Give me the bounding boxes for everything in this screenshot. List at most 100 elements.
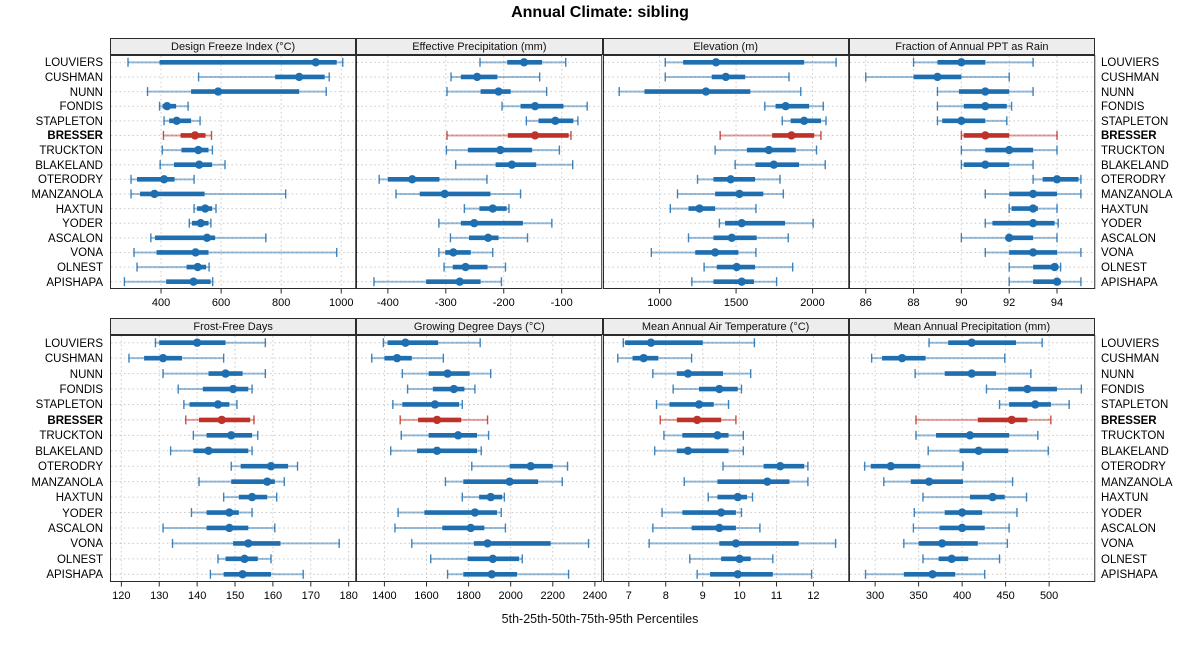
station-label: TRUCKTON — [39, 430, 103, 443]
station-label: VONA — [1101, 538, 1134, 551]
station-label: FONDIS — [1101, 101, 1145, 114]
panel-growing-degree-days: Growing Degree Days (°C) 1400 1600 1800 200… — [356, 318, 607, 608]
station-label: MANZANOLA — [1101, 476, 1173, 489]
svg-text:120: 120 — [112, 590, 130, 602]
strip-label: Fraction of Annual PPT as Rain — [848, 38, 1095, 55]
panel-effective-precipitation: Effective Precipitation (mm) -400 -300 -20… — [356, 38, 603, 315]
station-label: YODER — [1101, 507, 1142, 520]
svg-text:1500: 1500 — [723, 297, 747, 309]
station-label: HAXTUN — [1101, 203, 1149, 216]
station-label: BLAKELAND — [35, 445, 103, 458]
station-label: OLNEST — [1101, 553, 1148, 566]
svg-text:90: 90 — [955, 297, 967, 309]
svg-text:140: 140 — [188, 590, 206, 602]
station-label: STAPLETON — [35, 399, 103, 412]
strip-label: Growing Degree Days (°C) — [356, 318, 603, 335]
station-label: ASCALON — [1101, 522, 1156, 535]
station-label: LOUVIERS — [44, 337, 103, 350]
station-label: OLNEST — [56, 553, 103, 566]
station-label: STAPLETON — [1101, 115, 1169, 128]
strip-label: Mean Annual Precipitation (mm) — [848, 318, 1095, 335]
station-label: CUSHMAN — [44, 353, 103, 366]
svg-text:300: 300 — [866, 590, 884, 602]
strip-label: Effective Precipitation (mm) — [356, 38, 603, 55]
station-label: NUNN — [69, 368, 103, 381]
panel-mean-annual-air-temperature: Mean Annual Air Temperature (°C) 7 8 9 10 11… — [602, 318, 849, 608]
station-label: LOUVIERS — [1101, 57, 1160, 70]
station-label: MANZANOLA — [31, 476, 103, 489]
station-label: APISHAPA — [46, 276, 103, 289]
station-label: HAXTUN — [1101, 492, 1149, 505]
svg-text:170: 170 — [302, 590, 320, 602]
axis-caption: 5th-25th-50th-75th-95th Percentiles — [501, 612, 699, 626]
station-label: BLAKELAND — [1101, 159, 1169, 172]
station-label: ASCALON — [1101, 232, 1156, 245]
plot-design-freeze-index: 400 600 800 1000 — [110, 55, 357, 309]
station-label: TRUCKTON — [39, 145, 103, 158]
station-label: ASCALON — [48, 522, 103, 535]
station-label: BLAKELAND — [1101, 445, 1169, 458]
station-label: BLAKELAND — [35, 159, 103, 172]
station-label: OLNEST — [1101, 262, 1148, 275]
svg-text:7: 7 — [625, 590, 631, 602]
svg-text:10: 10 — [733, 590, 745, 602]
svg-text:500: 500 — [1040, 590, 1058, 602]
station-label: NUNN — [1101, 86, 1135, 99]
station-label: VONA — [70, 247, 103, 260]
plot-mean-annual-air-temperature: 7 8 9 10 11 12 — [602, 335, 849, 602]
svg-text:9: 9 — [699, 590, 705, 602]
station-label: BRESSER — [47, 414, 103, 427]
station-label: NUNN — [69, 86, 103, 99]
plot-mean-annual-precipitation: 300 350 400 450 500 — [848, 335, 1095, 602]
station-label: FONDIS — [1101, 384, 1145, 397]
station-label: STAPLETON — [1101, 399, 1169, 412]
station-label: VONA — [1101, 247, 1134, 260]
svg-text:450: 450 — [996, 590, 1014, 602]
station-label: BRESSER — [47, 130, 103, 143]
station-label: APISHAPA — [1101, 569, 1158, 582]
station-label: APISHAPA — [46, 569, 103, 582]
svg-text:1400: 1400 — [372, 590, 396, 602]
svg-text:12: 12 — [807, 590, 819, 602]
station-label: TRUCKTON — [1101, 145, 1165, 158]
svg-text:130: 130 — [150, 590, 168, 602]
svg-text:180: 180 — [339, 590, 357, 602]
station-label: CUSHMAN — [1101, 71, 1160, 84]
strip-label: Frost-Free Days — [110, 318, 357, 335]
panel-mean-annual-precipitation: Mean Annual Precipitation (mm) 300 350 400… — [848, 318, 1095, 608]
svg-text:-100: -100 — [551, 297, 573, 309]
station-label: HAXTUN — [55, 492, 103, 505]
svg-text:2200: 2200 — [541, 590, 565, 602]
station-label: FONDIS — [59, 384, 103, 397]
station-label: OTERODRY — [1101, 461, 1166, 474]
station-label: CUSHMAN — [1101, 353, 1160, 366]
svg-text:160: 160 — [264, 590, 282, 602]
station-label: HAXTUN — [55, 203, 103, 216]
station-label: APISHAPA — [1101, 276, 1158, 289]
station-label: YODER — [62, 507, 103, 520]
strip-label: Mean Annual Air Temperature (°C) — [602, 318, 849, 335]
station-label: MANZANOLA — [1101, 188, 1173, 201]
svg-text:1000: 1000 — [329, 297, 353, 309]
station-label: YODER — [1101, 218, 1142, 231]
station-label: STAPLETON — [35, 115, 103, 128]
plot-growing-degree-days: 1400 1600 1800 2000 2200 2400 — [356, 335, 607, 602]
station-label: MANZANOLA — [31, 188, 103, 201]
svg-text:86: 86 — [859, 297, 871, 309]
station-label: NUNN — [1101, 368, 1135, 381]
chart-title: Annual Climate: sibling — [511, 4, 689, 21]
svg-text:-400: -400 — [377, 297, 399, 309]
svg-text:92: 92 — [1003, 297, 1015, 309]
svg-text:600: 600 — [212, 297, 230, 309]
station-label: OTERODRY — [1101, 174, 1166, 187]
svg-text:1600: 1600 — [415, 590, 439, 602]
svg-text:-300: -300 — [435, 297, 457, 309]
station-label: OLNEST — [56, 262, 103, 275]
station-label: LOUVIERS — [44, 57, 103, 70]
panel-design-freeze-index: Design Freeze Index (°C) 400 600 800 1000 — [110, 38, 357, 315]
station-label: VONA — [70, 538, 103, 551]
panel-frost-free-days: Frost-Free Days 120 130 140 150 160 170 180 — [110, 318, 358, 608]
svg-text:150: 150 — [226, 590, 244, 602]
svg-text:400: 400 — [953, 590, 971, 602]
